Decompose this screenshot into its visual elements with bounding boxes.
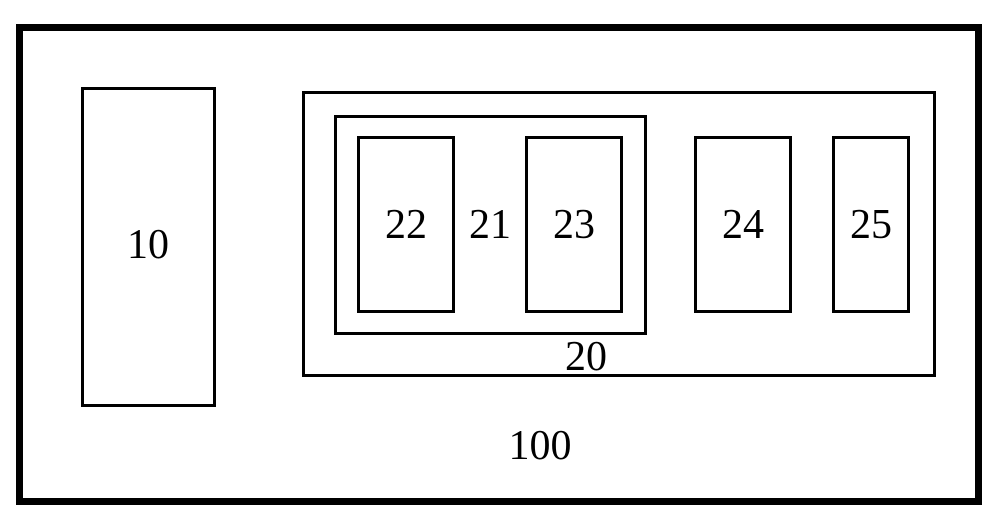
label-21: 21 bbox=[469, 204, 511, 246]
label-23: 23 bbox=[553, 204, 595, 246]
label-22: 22 bbox=[385, 204, 427, 246]
label-25: 25 bbox=[850, 204, 892, 246]
label-20: 20 bbox=[565, 336, 607, 378]
label-100: 100 bbox=[509, 425, 572, 467]
label-10: 10 bbox=[127, 224, 169, 266]
label-24: 24 bbox=[722, 204, 764, 246]
